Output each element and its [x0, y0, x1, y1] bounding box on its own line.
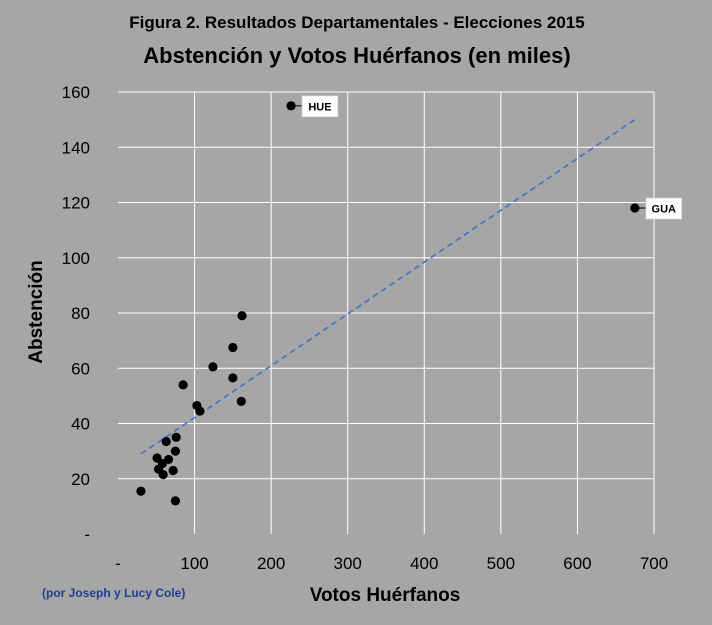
label-text: HUE — [308, 101, 331, 113]
data-point — [208, 362, 218, 372]
x-tick-label: 600 — [563, 554, 591, 573]
point-labels: HUE GUA — [294, 95, 683, 220]
point-label-hue: HUE — [294, 95, 339, 118]
data-point — [195, 406, 205, 416]
data-point — [237, 311, 247, 321]
y-tick-label: 120 — [62, 194, 90, 213]
x-axis-title: Votos Huérfanos — [310, 585, 461, 606]
x-tick-label: 700 — [640, 554, 668, 573]
data-point — [228, 342, 238, 353]
point-label-gua: GUA — [637, 197, 683, 220]
data-point — [286, 101, 296, 111]
chart-title: Abstención y Votos Huérfanos (en miles) — [143, 43, 570, 68]
label-box — [645, 197, 683, 220]
y-tick-label: 80 — [71, 304, 90, 323]
data-point — [178, 380, 188, 390]
author-credit: (por Joseph y Lucy Cole) — [42, 586, 185, 600]
data-point — [171, 432, 181, 442]
trendline — [140, 118, 636, 455]
label-text: GUA — [652, 204, 677, 216]
y-tick-label: 140 — [62, 138, 90, 157]
data-point — [228, 373, 238, 383]
y-tick-label: 160 — [62, 83, 90, 102]
x-tick-label: - — [115, 554, 121, 573]
data-point — [170, 446, 181, 456]
chart-supertitle: Figura 2. Resultados Departamentales - E… — [129, 13, 584, 32]
data-point — [158, 470, 168, 480]
x-tick-label: 300 — [334, 554, 362, 573]
y-tick-label: 40 — [71, 415, 90, 434]
y-tick-label: 100 — [62, 249, 90, 268]
gridlines — [118, 91, 655, 534]
data-point — [136, 486, 146, 496]
x-tick-label: 500 — [487, 554, 515, 573]
data-point — [161, 436, 171, 447]
data-point — [630, 203, 640, 213]
data-point — [236, 396, 246, 406]
x-tick-label: 200 — [257, 554, 285, 573]
data-point — [168, 465, 178, 476]
x-tick-label: 400 — [410, 554, 438, 573]
y-tick-label: - — [84, 525, 90, 544]
data-point — [170, 496, 181, 506]
data-points — [136, 101, 640, 506]
label-box — [301, 95, 339, 118]
x-axis-ticks: - 100 200 300 400 500 600 700 — [115, 554, 668, 573]
y-tick-label: 60 — [71, 359, 90, 378]
y-tick-label: 20 — [71, 470, 90, 489]
x-tick-label: 100 — [180, 554, 208, 573]
y-axis-ticks: - 20 40 60 80 100 120 140 160 — [62, 83, 90, 544]
y-axis-title: Abstención — [26, 260, 47, 363]
